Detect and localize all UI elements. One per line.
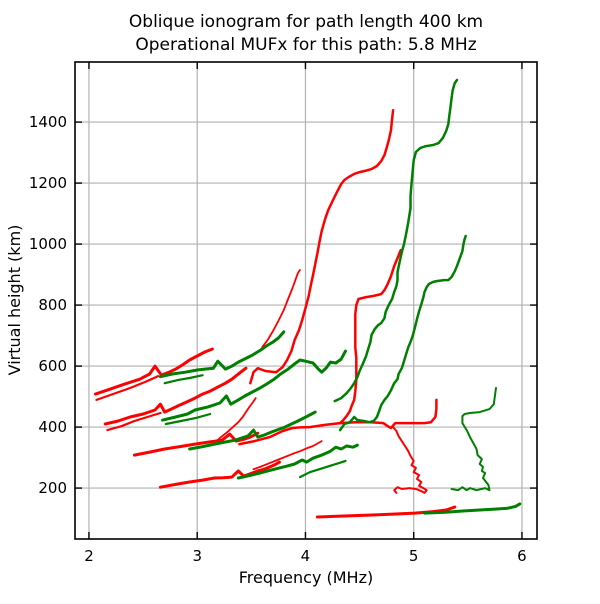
trace-o-left-300-high: [213, 397, 257, 444]
x-tick-label: 2: [84, 547, 94, 565]
trace-o-left-200-low: [158, 460, 281, 489]
x-tick-label: 3: [192, 547, 202, 565]
trace-x-elayer-flat: [423, 502, 522, 515]
trace-x-left-200-low: [236, 443, 359, 480]
y-tick-label: 400: [38, 418, 67, 436]
chart-title-line2: Operational MUFx for this path: 5.8 MHz: [135, 35, 476, 55]
trace-x-1hop-main: [333, 78, 459, 403]
trace-x-2hop-descending: [450, 387, 497, 492]
trace-o-left-200-high: [252, 440, 323, 471]
trace-o-left-400-low: [103, 366, 248, 426]
y-tick-label: 200: [38, 479, 67, 497]
trace-o-upper-left-low: [94, 347, 214, 396]
x-tick-label: 6: [517, 547, 527, 565]
chart-title-line1: Oblique ionogram for path length 400 km: [129, 12, 483, 32]
y-tick-label: 1400: [29, 113, 67, 131]
trace-o-1hop-inner: [261, 269, 301, 349]
trace-x-left-300-low: [188, 410, 317, 451]
trace-o-2hop-high: [338, 248, 402, 425]
trace-o-2hop-nose: [238, 398, 438, 446]
x-tick-label: 5: [409, 547, 419, 565]
ionogram-traces: [94, 78, 522, 519]
y-tick-label: 1200: [29, 174, 67, 192]
grid-lines: [75, 62, 537, 539]
trace-o-upper-left-low-2: [95, 375, 160, 401]
trace-o-elayer-flat: [315, 505, 457, 519]
trace-x-upper-left-low: [158, 330, 286, 379]
trace-x-left-200-low-2: [298, 459, 347, 479]
x-axis-label: Frequency (MHz): [239, 568, 373, 587]
trace-o-1hop-main: [249, 108, 395, 385]
tick-marks: [75, 62, 537, 539]
trace-x-left-400-low-2: [164, 412, 212, 426]
trace-o-2hop-descending: [392, 426, 428, 494]
y-tick-label: 600: [38, 357, 67, 375]
tick-labels: 2 3 4 5 6 200 400 600 800 1000 1200 1400: [29, 113, 527, 565]
y-axis-label: Virtual height (km): [5, 225, 24, 376]
y-tick-label: 1000: [29, 235, 67, 253]
trace-x-2hop-high: [338, 234, 467, 432]
trace-x-upper-left-low-2: [163, 374, 204, 385]
x-tick-label: 4: [301, 547, 311, 565]
trace-o-left-400-low-2: [106, 411, 162, 432]
trace-x-left-400-low: [161, 349, 347, 422]
y-tick-label: 800: [38, 296, 67, 314]
